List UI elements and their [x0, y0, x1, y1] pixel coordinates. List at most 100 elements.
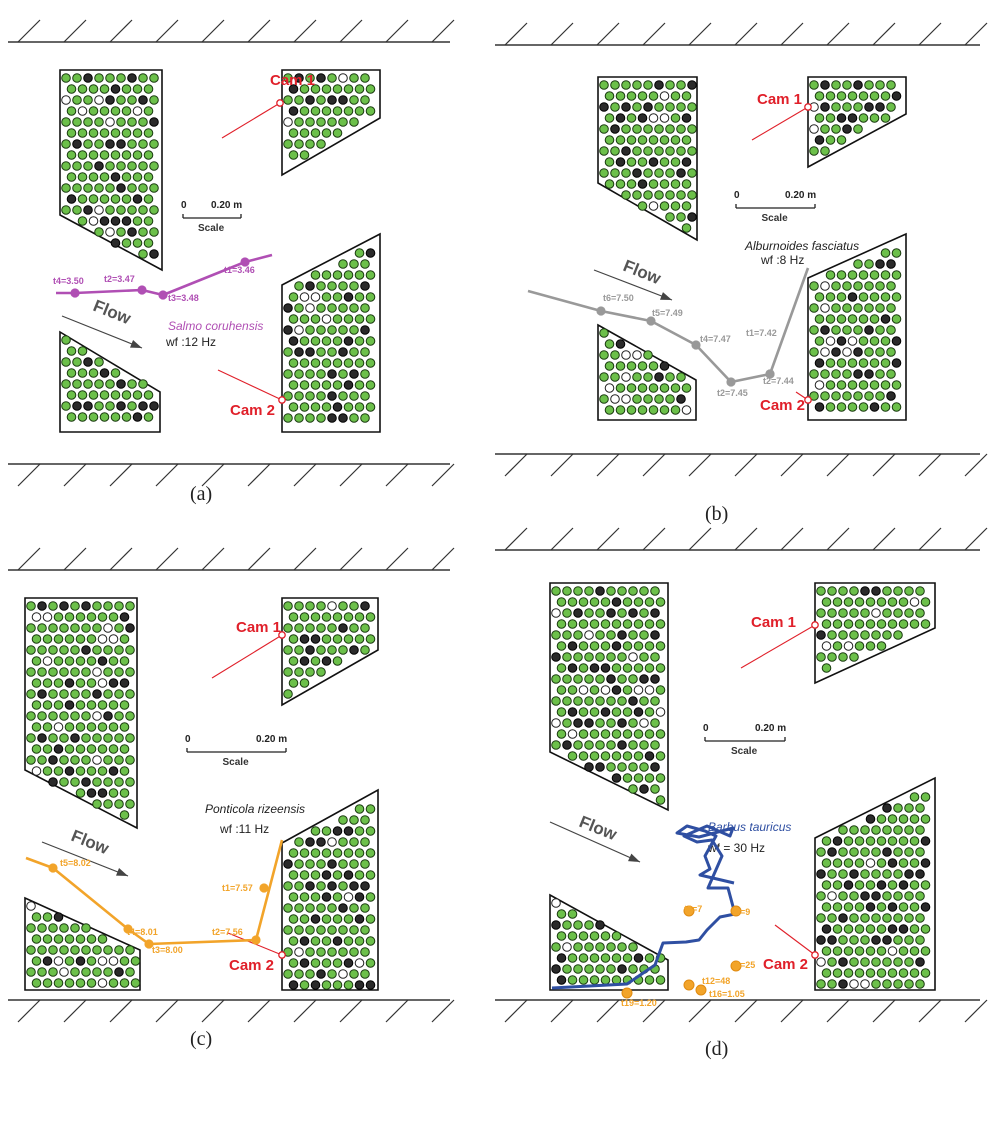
- tube-dot: [316, 969, 326, 979]
- tube-dot: [611, 707, 622, 717]
- tube-dot: [108, 978, 119, 988]
- tube-dot: [53, 634, 64, 644]
- tube-dot: [670, 383, 681, 393]
- tube-dot: [622, 751, 633, 761]
- tube-dot: [886, 347, 896, 357]
- tube-dot: [920, 597, 931, 607]
- tube-dot: [86, 678, 97, 688]
- hatch-line: [247, 547, 271, 571]
- tube-dot: [821, 836, 832, 846]
- tube-dot: [305, 325, 315, 335]
- hatch-line: [550, 527, 574, 551]
- tube-dot: [75, 678, 86, 688]
- tube-dot: [81, 623, 91, 633]
- tube-dot: [887, 858, 898, 868]
- tube-dot: [305, 903, 315, 913]
- trajectory-point-label: t19=1.20: [621, 998, 657, 1008]
- tube-dot: [626, 179, 637, 189]
- tube-dot: [665, 372, 675, 382]
- tube-dot: [838, 608, 848, 618]
- tube-dot: [578, 707, 589, 717]
- hatch-line: [642, 527, 666, 551]
- tube-dot: [97, 700, 108, 710]
- hatch-line: [431, 547, 455, 571]
- tube-dot: [64, 934, 75, 944]
- tube-dot: [61, 335, 71, 345]
- hatch-line: [734, 999, 758, 1023]
- tube-dot: [611, 663, 622, 673]
- tube-dot: [860, 586, 870, 596]
- rack-upper-right-dots: [283, 601, 376, 699]
- tube-dot: [876, 597, 887, 607]
- tube-dot: [628, 942, 638, 952]
- hatch-line: [688, 22, 712, 46]
- tube-dot: [88, 128, 99, 138]
- tube-dot: [283, 391, 293, 401]
- tube-dot: [338, 601, 348, 611]
- tube-dot: [94, 161, 104, 171]
- tube-dot: [604, 361, 615, 371]
- cam1-marker: [811, 621, 819, 629]
- tube-dot: [578, 685, 589, 695]
- tube-dot: [893, 847, 903, 857]
- tube-dot: [116, 401, 126, 411]
- tube-dot: [103, 777, 113, 787]
- tube-dot: [681, 135, 692, 145]
- tube-dot: [119, 612, 130, 622]
- tube-dot: [26, 667, 36, 677]
- tube-dot: [639, 652, 649, 662]
- tube-dot: [827, 586, 837, 596]
- tube-dot: [360, 969, 370, 979]
- tube-dot: [654, 124, 664, 134]
- tube-dot: [886, 259, 896, 269]
- tube-dot: [676, 80, 686, 90]
- tube-dot: [354, 804, 365, 814]
- trajectory-point-label: t4=3.50: [53, 276, 84, 286]
- tube-dot: [294, 95, 304, 105]
- hatch-line: [964, 527, 988, 551]
- tube-dot: [876, 946, 887, 956]
- cam1-marker: [278, 631, 286, 639]
- tube-dot: [81, 733, 91, 743]
- tube-dot: [310, 826, 321, 836]
- tube-dot: [626, 383, 637, 393]
- hatch-line: [109, 463, 133, 487]
- tailbeat-frequency: wf :8 Hz: [760, 253, 804, 267]
- tube-dot: [648, 201, 659, 211]
- tube-dot: [659, 179, 670, 189]
- trajectory-point-label: t5=8.02: [60, 858, 91, 868]
- tube-dot: [842, 281, 852, 291]
- tube-dot: [103, 667, 113, 677]
- scale-length: 0.20 m: [785, 190, 816, 201]
- tube-dot: [622, 597, 633, 607]
- tube-dot: [893, 957, 903, 967]
- tube-dot: [639, 762, 649, 772]
- tube-dot: [349, 947, 359, 957]
- scale-zero: 0: [703, 723, 709, 734]
- hatch-line: [201, 547, 225, 571]
- tube-dot: [573, 964, 583, 974]
- tube-dot: [327, 413, 337, 423]
- tube-dot: [816, 935, 826, 945]
- tube-dot: [88, 194, 99, 204]
- tube-dot: [632, 168, 642, 178]
- tube-dot: [72, 401, 82, 411]
- tube-dot: [827, 957, 837, 967]
- tube-dot: [321, 914, 332, 924]
- tube-dot: [305, 117, 315, 127]
- tube-dot: [882, 935, 892, 945]
- tube-dot: [31, 912, 42, 922]
- tube-dot: [915, 979, 925, 989]
- panel-caption: (d): [705, 1038, 728, 1060]
- tube-dot: [632, 394, 642, 404]
- tube-dot: [904, 935, 914, 945]
- scale-zero: 0: [181, 200, 187, 211]
- hatch-line: [155, 463, 179, 487]
- tube-dot: [48, 667, 58, 677]
- tube-dot: [887, 968, 898, 978]
- hatch-line: [155, 999, 179, 1023]
- tube-dot: [143, 194, 154, 204]
- tube-dot: [103, 733, 113, 743]
- tube-dot: [288, 936, 299, 946]
